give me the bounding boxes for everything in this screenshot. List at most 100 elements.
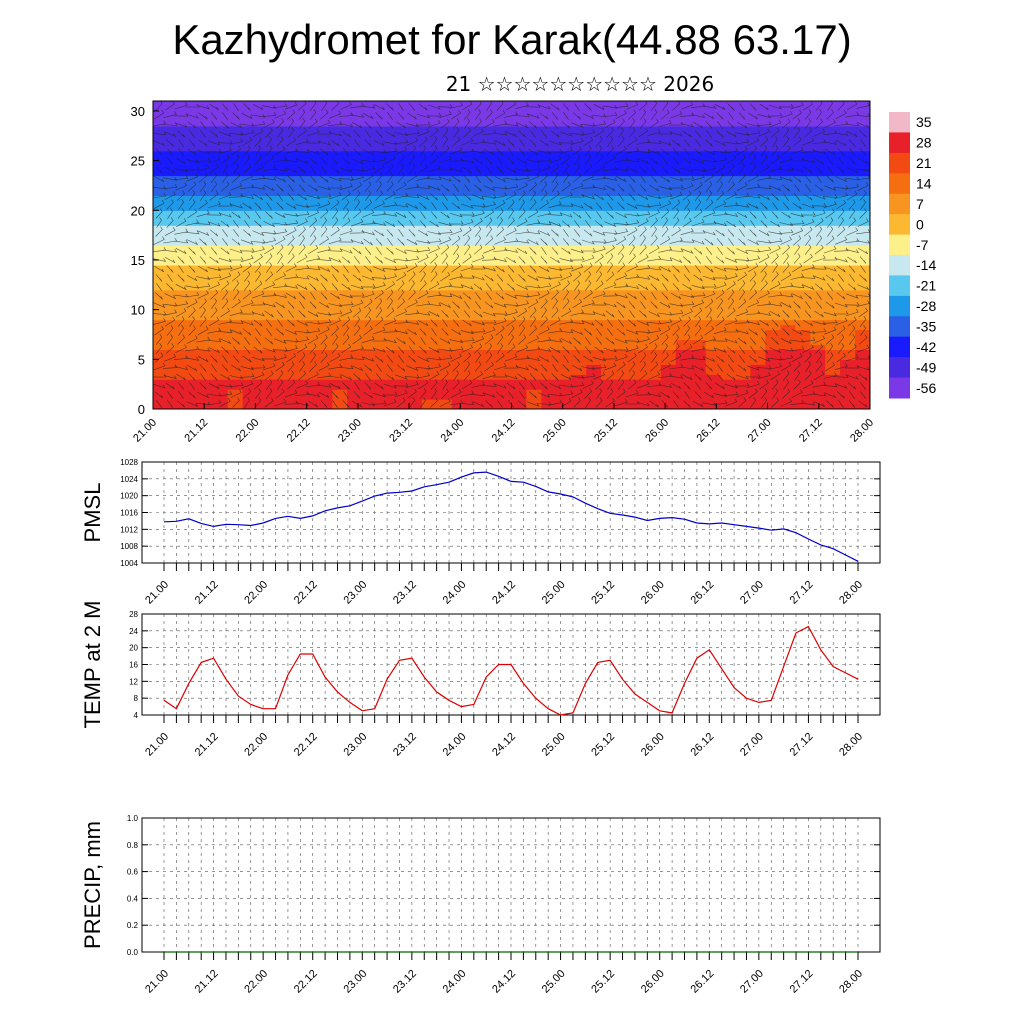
x-tick-label: 25.12 xyxy=(589,579,617,607)
y-tick-label: 24 xyxy=(129,627,138,636)
heat-x-tick-label: 27.12 xyxy=(797,417,825,445)
x-tick-label: 27.00 xyxy=(738,731,766,759)
heat-x-tick-label: 22.12 xyxy=(285,417,313,445)
colorbar-swatch xyxy=(889,173,910,195)
chart-title: Kazhydromet for Karak(44.88 63.17) xyxy=(172,16,852,63)
y-tick-label: 1.0 xyxy=(127,814,139,823)
colorbar-swatch xyxy=(889,152,910,174)
y-tick-label: 1028 xyxy=(120,458,138,467)
colorbar-label: -42 xyxy=(916,339,936,355)
heat-y-tick-label: 20 xyxy=(131,203,145,218)
y-axis-label: PMSL xyxy=(80,483,105,543)
y-tick-label: 8 xyxy=(134,694,139,703)
heat-x-tick-label: 25.00 xyxy=(541,417,569,445)
heat-x-tick-label: 23.12 xyxy=(387,417,415,445)
x-tick-label: 22.00 xyxy=(242,731,270,759)
x-tick-label: 25.12 xyxy=(589,731,617,759)
x-tick-label: 26.12 xyxy=(688,968,716,996)
panel-frame xyxy=(141,613,881,716)
heatmap-field xyxy=(153,101,870,409)
x-tick-label: 24.12 xyxy=(490,579,518,607)
x-tick-label: 23.00 xyxy=(341,579,369,607)
x-tick-label: 26.00 xyxy=(639,579,667,607)
y-tick-label: 16 xyxy=(129,661,138,670)
heat-x-tick-label: 28.00 xyxy=(848,417,876,445)
y-tick-label: 1024 xyxy=(120,475,138,484)
x-tick-label: 27.00 xyxy=(738,579,766,607)
x-tick-label: 26.00 xyxy=(639,968,667,996)
x-tick-label: 25.12 xyxy=(589,968,617,996)
panel-1: 1004 1008 1012 1016 1020 1024 1028 21.00 21.12 22… xyxy=(80,458,881,607)
colorbar-label: -14 xyxy=(916,257,936,273)
colorbar-label: 21 xyxy=(916,155,932,171)
x-tick-label: 21.12 xyxy=(193,579,221,607)
series-line xyxy=(163,625,859,716)
y-axis-label: TEMP at 2 M xyxy=(80,601,105,729)
colorbar-label: -28 xyxy=(916,298,936,314)
x-tick-label: 25.00 xyxy=(540,968,568,996)
heat-x-tick-label: 25.12 xyxy=(592,417,620,445)
colorbar-label: -49 xyxy=(916,359,936,375)
x-tick-label: 28.00 xyxy=(837,968,865,996)
y-tick-label: 0.8 xyxy=(127,841,139,850)
y-axis-label: PRECIP, mm xyxy=(80,821,105,949)
chart-subtitle: 21 ☆☆☆☆☆☆☆☆☆☆ 2026 xyxy=(445,72,715,96)
x-tick-label: 27.12 xyxy=(788,731,816,759)
x-tick-label: 23.12 xyxy=(391,968,419,996)
heat-x-tick-label: 24.00 xyxy=(438,417,466,445)
colorbar-label: -7 xyxy=(916,237,929,253)
x-tick-label: 21.00 xyxy=(143,579,171,607)
x-tick-label: 22.12 xyxy=(292,579,320,607)
heat-y-tick-label: 15 xyxy=(131,253,145,268)
heat-x-tick-label: 26.12 xyxy=(695,417,723,445)
heat-x-tick-label: 21.00 xyxy=(131,417,159,445)
colorbar-label: 14 xyxy=(916,176,932,192)
x-tick-label: 27.12 xyxy=(788,579,816,607)
x-tick-label: 26.12 xyxy=(688,731,716,759)
y-tick-label: 0.2 xyxy=(127,921,139,930)
y-tick-label: 1004 xyxy=(120,559,138,568)
heat-x-tick-label: 22.00 xyxy=(234,417,262,445)
x-tick-label: 24.00 xyxy=(441,968,469,996)
y-tick-label: 20 xyxy=(129,644,138,653)
colorbar-swatch xyxy=(889,234,910,256)
heat-y-tick-label: 30 xyxy=(131,104,145,119)
x-tick-label: 27.00 xyxy=(738,968,766,996)
x-tick-label: 24.00 xyxy=(441,579,469,607)
x-tick-label: 24.12 xyxy=(490,968,518,996)
x-tick-label: 27.12 xyxy=(788,968,816,996)
heat-x-tick-label: 23.00 xyxy=(336,417,364,445)
x-tick-label: 21.00 xyxy=(143,968,171,996)
heat-x-tick-label: 27.00 xyxy=(746,417,774,445)
x-tick-label: 22.12 xyxy=(292,731,320,759)
colorbar-swatch xyxy=(889,316,910,338)
x-tick-label: 23.00 xyxy=(341,968,369,996)
x-tick-label: 28.00 xyxy=(837,731,865,759)
x-tick-label: 25.00 xyxy=(540,579,568,607)
colorbar-label: 0 xyxy=(916,216,924,232)
y-tick-label: 0.6 xyxy=(127,868,139,877)
wind-barbs xyxy=(153,101,870,408)
x-tick-label: 21.12 xyxy=(193,968,221,996)
colorbar-swatch xyxy=(889,357,910,378)
x-tick-label: 26.12 xyxy=(688,579,716,607)
y-tick-label: 0.4 xyxy=(127,894,139,903)
y-tick-label: 1008 xyxy=(120,542,138,551)
cross-section-panel: 0 5 10 15 20 25 30 21.00 21.12 22.00 22.12 23.00 23.… xyxy=(131,100,876,445)
line-panels: 1004 1008 1012 1016 1020 1024 1028 21.00 21.12 22… xyxy=(80,458,881,996)
heat-x-tick-label: 26.00 xyxy=(643,417,671,445)
heat-y-tick-label: 5 xyxy=(138,352,145,367)
x-tick-label: 22.00 xyxy=(242,579,270,607)
y-tick-label: 1020 xyxy=(120,492,138,501)
colorbar: 35 28 21 14 7 0 -7 -14 -21 -28 -35 -42 -49 -56 xyxy=(889,112,936,399)
heat-x-tick-label: 24.12 xyxy=(490,417,518,445)
panel-3: 0.0 0.2 0.4 0.6 0.8 1.0 21.00 21.12 22.00 22.12 23… xyxy=(80,814,881,996)
colorbar-swatch xyxy=(889,193,910,215)
series-line xyxy=(163,471,859,562)
x-tick-label: 22.12 xyxy=(292,968,320,996)
colorbar-label: 28 xyxy=(916,135,932,151)
colorbar-label: -35 xyxy=(916,319,936,335)
colorbar-swatch xyxy=(889,132,910,154)
heat-y-tick-label: 0 xyxy=(138,402,145,417)
